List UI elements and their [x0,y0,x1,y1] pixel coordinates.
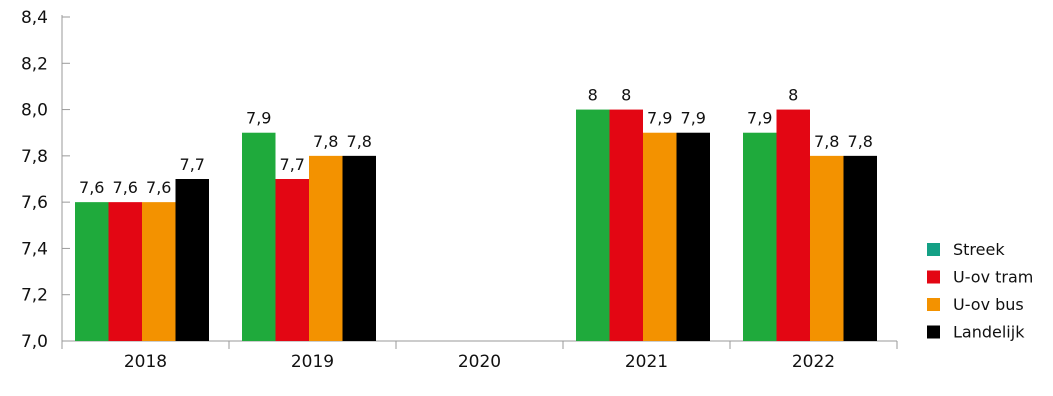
data-label: 7,8 [347,132,372,151]
bar [743,132,777,341]
x-tick-label: 2019 [291,352,334,372]
data-label: 7,8 [313,132,338,151]
bar [576,109,610,341]
legend-swatch [927,270,940,284]
bar [676,132,710,341]
y-axis: 7,0 7,2 7,4 7,6 7,8 8,0 8,2 8,4 [21,8,70,352]
legend-label: U-ov tram [953,268,1033,287]
y-tick-label: 7,6 [21,193,48,213]
data-label: 7,8 [814,132,839,151]
bar [342,155,376,341]
data-label: 8 [588,86,598,105]
data-label: 7,6 [113,178,138,197]
data-label: 7,7 [180,155,205,174]
data-label: 7,9 [747,109,772,128]
bars [75,109,877,341]
y-tick-label: 7,4 [21,239,48,259]
bar [108,202,142,341]
x-tick-label: 2018 [124,352,167,372]
y-tick-label: 8,0 [21,101,48,121]
bar [810,155,844,341]
y-tick-label: 8,2 [21,54,48,74]
y-tick-label: 7,8 [21,147,48,167]
legend-label: U-ov bus [953,295,1024,314]
data-label: 7,9 [681,109,706,128]
x-tick-label: 2021 [625,352,668,372]
bar [142,202,176,341]
data-label: 7,9 [647,109,672,128]
data-label: 8 [621,86,631,105]
y-tick-label: 8,4 [21,8,48,28]
x-tick-label: 2020 [458,352,501,372]
legend-label: Landelijk [953,323,1025,342]
data-label: 7,6 [146,178,171,197]
data-label: 7,7 [280,155,305,174]
x-tick-label: 2022 [792,352,835,372]
legend-swatch [927,325,940,339]
bar [75,202,109,341]
data-label: 7,9 [246,109,271,128]
legend-swatch [927,298,940,311]
bar [242,132,276,341]
bar [309,155,343,341]
bar [175,179,209,341]
data-label: 7,8 [848,132,873,151]
bar [643,132,677,341]
legend-swatch [927,243,940,256]
legend-label: Streek [953,240,1005,259]
y-tick-label: 7,2 [21,286,48,306]
x-axis: 2018 2019 2020 2021 2022 [61,340,898,372]
bar [843,155,877,341]
y-tick-label: 7,0 [21,332,48,352]
data-label: 8 [788,86,798,105]
bar [609,109,643,341]
data-label: 7,6 [79,178,104,197]
legend: Streek U-ov tram U-ov bus Landelijk [927,240,1033,342]
bar [776,109,810,341]
bar [275,179,309,341]
data-labels: 7,6 7,6 7,6 7,7 7,9 7,7 7,8 7,8 8 8 7,9 7,9 7,9 8 7,8 7… [79,86,873,198]
